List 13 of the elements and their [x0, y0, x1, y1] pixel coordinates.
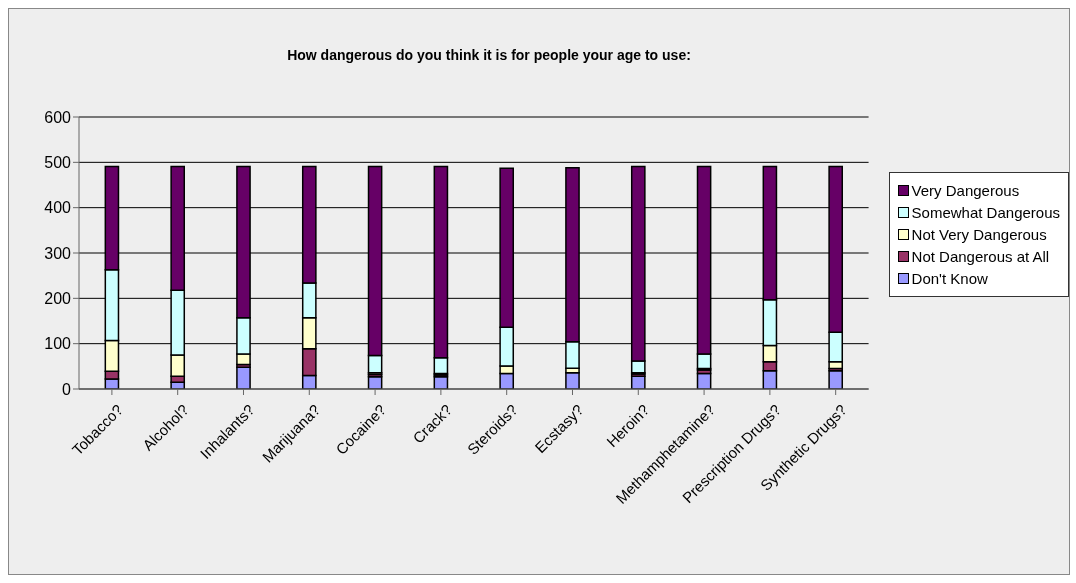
legend-label: Don't Know — [911, 270, 988, 287]
legend-label: Very Dangerous — [911, 182, 1020, 199]
y-tick-label: 300 — [44, 244, 72, 262]
y-tick-label: 0 — [62, 380, 72, 398]
y-tick-label: 500 — [44, 154, 72, 172]
y-tick-label: 100 — [44, 335, 72, 353]
legend-label: Not Very Dangerous — [911, 226, 1047, 243]
legend-label: Somewhat Dangerous — [911, 204, 1060, 221]
legend-label: Not Dangerous at All — [911, 248, 1050, 265]
y-tick-label: 400 — [44, 199, 72, 217]
y-tick-label: 200 — [44, 290, 72, 308]
y-tick-label: 600 — [44, 108, 72, 126]
chart-title: How dangerous do you think it is for people your age to use: — [286, 47, 692, 63]
